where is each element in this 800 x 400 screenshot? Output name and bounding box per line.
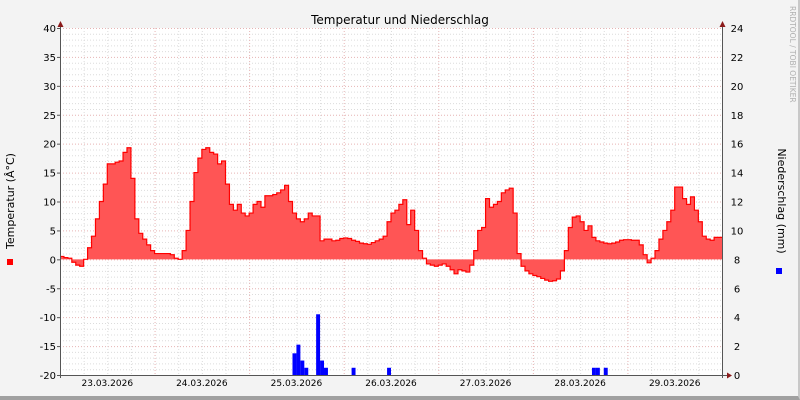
left-tick-label: 20 — [43, 140, 56, 151]
left-axis-label: Temperatur (Â°C) — [4, 153, 17, 250]
left-tick-label: 25 — [43, 111, 56, 122]
right-tick-label: 6 — [734, 284, 740, 295]
precipitation-bar — [603, 367, 608, 375]
left-tick-label: 40 — [43, 24, 56, 35]
precipitation-bar — [304, 367, 309, 375]
x-axis-arrow-icon — [727, 372, 732, 379]
precipitation-bar — [300, 360, 305, 375]
left-tick-label: 10 — [43, 198, 56, 209]
temperature-series — [60, 147, 722, 282]
precipitation-bar — [387, 367, 391, 375]
left-tick-label: 15 — [43, 169, 56, 180]
right-tick-label: 14 — [731, 169, 744, 180]
left-tick-label: 35 — [43, 53, 56, 64]
precipitation-bar — [351, 367, 356, 375]
precipitation-series — [292, 314, 608, 375]
left-axis-arrow-icon — [57, 21, 64, 27]
right-tick-label: 8 — [734, 255, 740, 266]
right-axis-label: Niederschlag (mm) — [775, 148, 788, 253]
precipitation-bar — [595, 367, 600, 375]
axes: -20-15-10-505101520253035400246810121416… — [40, 21, 744, 389]
left-tick-label: 5 — [50, 226, 56, 237]
legend-precipitation-swatch — [776, 268, 782, 274]
x-tick-label: 26.03.2026 — [365, 379, 417, 389]
right-tick-label: 0 — [734, 371, 740, 382]
right-tick-label: 16 — [731, 140, 744, 151]
precipitation-bar — [591, 367, 596, 375]
right-tick-label: 18 — [731, 111, 744, 122]
left-tick-label: -5 — [46, 284, 56, 295]
left-tick-label: 30 — [43, 82, 56, 93]
right-axis-arrow-icon — [719, 21, 726, 27]
x-tick-label: 23.03.2026 — [82, 379, 134, 389]
legend-temperature-swatch — [7, 259, 13, 265]
x-tick-label: 29.03.2026 — [649, 379, 701, 389]
left-tick-label: 0 — [50, 255, 56, 266]
precipitation-bar — [320, 360, 325, 375]
left-tick-label: -15 — [40, 342, 56, 353]
temperature-line — [60, 147, 722, 282]
precipitation-bar — [324, 367, 328, 375]
left-tick-label: -10 — [40, 313, 56, 324]
right-tick-label: 24 — [731, 24, 744, 35]
x-tick-label: 28.03.2026 — [554, 379, 606, 389]
left-tick-label: -20 — [40, 371, 56, 382]
x-tick-label: 24.03.2026 — [176, 379, 228, 389]
precipitation-bar — [292, 353, 297, 375]
x-tick-label: 27.03.2026 — [460, 379, 512, 389]
right-tick-label: 4 — [734, 313, 740, 324]
x-tick-label: 25.03.2026 — [271, 379, 323, 389]
right-tick-label: 10 — [731, 226, 744, 237]
right-tick-label: 12 — [731, 198, 744, 209]
right-tick-label: 2 — [734, 342, 740, 353]
precipitation-bar — [296, 344, 301, 375]
chart-title: Temperatur und Niederschlag — [310, 13, 489, 27]
right-tick-label: 20 — [731, 82, 744, 93]
right-tick-label: 22 — [731, 53, 744, 64]
watermark: RRDTOOL / TOBI OETIKER — [788, 6, 797, 103]
precipitation-bar — [316, 314, 321, 375]
